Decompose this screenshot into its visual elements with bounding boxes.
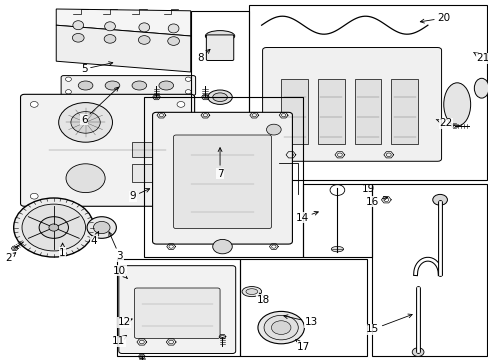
Bar: [317, 79, 344, 144]
Text: 16: 16: [365, 197, 387, 207]
Circle shape: [72, 33, 84, 42]
Circle shape: [167, 37, 179, 45]
Circle shape: [185, 77, 191, 81]
Ellipse shape: [330, 246, 343, 252]
Circle shape: [30, 193, 38, 199]
Circle shape: [71, 112, 100, 133]
Bar: [249, 5, 486, 180]
Circle shape: [93, 221, 110, 234]
Text: 11: 11: [112, 336, 126, 346]
Circle shape: [138, 36, 150, 44]
Bar: [303, 184, 371, 257]
Text: 1: 1: [59, 243, 66, 258]
Circle shape: [30, 102, 38, 107]
Ellipse shape: [212, 93, 227, 102]
Circle shape: [39, 217, 68, 238]
Text: 7: 7: [216, 148, 223, 179]
Bar: [371, 184, 486, 356]
Circle shape: [177, 102, 184, 107]
Circle shape: [65, 90, 71, 94]
FancyBboxPatch shape: [134, 288, 220, 338]
Ellipse shape: [245, 289, 257, 294]
FancyBboxPatch shape: [152, 112, 292, 244]
Text: 14: 14: [295, 211, 318, 223]
Bar: [132, 164, 166, 182]
Circle shape: [22, 204, 85, 251]
Ellipse shape: [205, 31, 234, 41]
Ellipse shape: [207, 90, 232, 104]
Text: 18: 18: [256, 293, 269, 305]
Text: 17: 17: [295, 339, 309, 352]
Polygon shape: [56, 25, 190, 72]
Ellipse shape: [443, 83, 469, 126]
Ellipse shape: [104, 22, 115, 31]
FancyBboxPatch shape: [173, 135, 271, 229]
Circle shape: [177, 193, 184, 199]
Text: 22: 22: [435, 118, 452, 128]
Ellipse shape: [105, 81, 120, 90]
Bar: [190, 11, 249, 148]
Text: 3: 3: [109, 232, 123, 261]
Text: 15: 15: [365, 314, 411, 334]
Circle shape: [411, 348, 423, 356]
Circle shape: [59, 103, 112, 142]
Text: 19: 19: [361, 184, 374, 194]
Bar: [354, 79, 381, 144]
Bar: [239, 259, 366, 356]
Circle shape: [266, 124, 281, 135]
Text: 21: 21: [473, 52, 488, 63]
Circle shape: [65, 77, 71, 81]
Text: 9: 9: [129, 189, 149, 201]
Text: 20: 20: [420, 13, 449, 23]
Text: 10: 10: [113, 266, 127, 278]
Ellipse shape: [258, 311, 304, 344]
FancyBboxPatch shape: [20, 94, 194, 206]
Text: 5: 5: [81, 62, 113, 74]
Ellipse shape: [132, 81, 146, 90]
Ellipse shape: [159, 81, 173, 90]
Circle shape: [104, 35, 116, 43]
Circle shape: [432, 194, 447, 205]
Circle shape: [66, 164, 105, 193]
Text: 6: 6: [81, 87, 118, 125]
Text: 4: 4: [90, 231, 99, 246]
Circle shape: [49, 224, 59, 231]
Ellipse shape: [78, 81, 93, 90]
Ellipse shape: [139, 23, 149, 32]
Circle shape: [185, 90, 191, 94]
Text: 12: 12: [117, 317, 132, 327]
FancyBboxPatch shape: [119, 266, 235, 354]
Ellipse shape: [473, 78, 488, 98]
Ellipse shape: [264, 315, 298, 340]
Ellipse shape: [73, 21, 83, 30]
Bar: [132, 142, 166, 157]
Polygon shape: [56, 9, 190, 36]
Ellipse shape: [271, 321, 290, 334]
Ellipse shape: [168, 24, 179, 33]
FancyBboxPatch shape: [262, 48, 441, 161]
Text: 2: 2: [5, 253, 16, 264]
Circle shape: [14, 198, 94, 257]
Text: 8: 8: [197, 49, 209, 63]
Bar: [144, 97, 303, 257]
Ellipse shape: [242, 287, 261, 297]
Bar: [390, 79, 417, 144]
Circle shape: [212, 239, 232, 254]
FancyBboxPatch shape: [61, 76, 195, 95]
Circle shape: [87, 217, 116, 238]
FancyBboxPatch shape: [206, 35, 233, 60]
Bar: [117, 259, 239, 356]
Text: 13: 13: [283, 315, 318, 327]
Bar: [281, 79, 307, 144]
